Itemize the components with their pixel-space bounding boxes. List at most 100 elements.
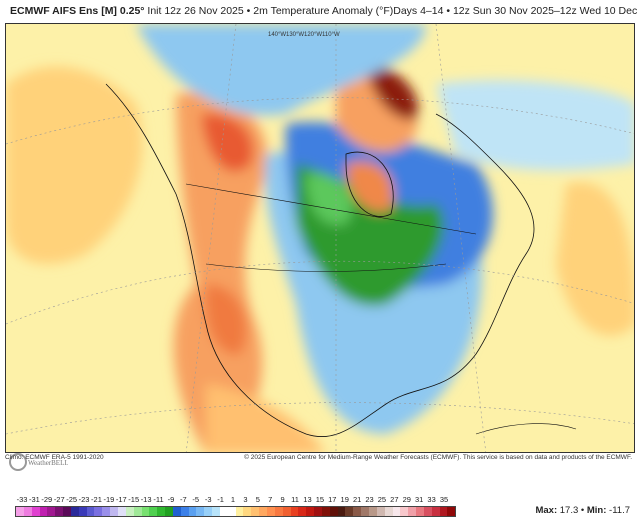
colorbar-tick-label: 1 <box>230 495 236 504</box>
colorbar-swatch <box>416 507 424 516</box>
cool-region-atlantic <box>436 80 634 171</box>
colorbar-swatch <box>368 507 377 516</box>
colorbar-tick-label: -25 <box>66 495 78 504</box>
colorbar-tick-label: -9 <box>167 495 175 504</box>
colorbar-tick-label: -7 <box>180 495 187 504</box>
colorbar-swatch <box>384 507 393 516</box>
meridian-label: 140°W <box>268 32 286 38</box>
graticule <box>6 24 634 452</box>
meridian-label: 120°W <box>304 32 322 38</box>
map-canvas: 140°W 130°W 120°W 110°W <box>6 24 634 452</box>
colorbar-tick-label: -31 <box>28 495 40 504</box>
colorbar-swatch <box>447 507 456 516</box>
colorbar-swatch <box>243 507 252 516</box>
colorbar-tick-label: 9 <box>280 495 285 504</box>
colorbar-swatch <box>125 507 134 516</box>
colorbar-tick-label: 13 <box>303 495 312 504</box>
colorbar-swatch <box>259 507 267 516</box>
colorbar-tick-label: 25 <box>377 495 387 504</box>
colorbar-swatch <box>274 507 283 516</box>
colorbar-tick-label: 31 <box>415 495 424 504</box>
colorbar-swatch <box>337 507 346 516</box>
colorbar-swatch <box>78 507 87 516</box>
svg-text:WeatherBELL: WeatherBELL <box>28 459 68 467</box>
colorbar-swatch <box>63 507 71 516</box>
colorbar-swatch <box>102 507 111 516</box>
min-value: -11.7 <box>609 505 630 516</box>
colorbar-swatch <box>235 507 244 516</box>
colorbar-swatch <box>251 507 260 516</box>
init-time: Init 12z 26 Nov 2025 <box>147 5 244 17</box>
warm-region-mexico <box>206 384 325 452</box>
colorbar-swatch <box>306 507 315 516</box>
colorbar-tick-label: -33 <box>16 495 28 504</box>
cool-region-north <box>136 24 426 116</box>
colorbar-swatch <box>431 507 440 516</box>
variable-name: 2m Temperature Anomaly (°F) <box>253 5 394 17</box>
warm-region-west-pacific <box>6 66 143 264</box>
colorbar-swatch <box>55 507 64 516</box>
colorbar-tick-label: -13 <box>140 495 152 504</box>
climo-note: Climo: ECMWF ERA-5 1991-2020 <box>5 454 104 461</box>
green-region-hudson <box>306 173 353 225</box>
colorbar-tick-label: 15 <box>315 495 325 504</box>
colorbar-labels: -33 -31 -29 -27 -25 -23 -21 -19 -17 -15 -13 -11 -9 -7… <box>12 495 458 505</box>
colorbar-tick-label: -15 <box>128 495 140 504</box>
coastlines-and-borders <box>105 83 577 438</box>
max-value: 17.3 <box>559 505 579 516</box>
colorbar-tick-label: 29 <box>402 495 411 504</box>
colorbar-tick-label: 17 <box>328 495 337 504</box>
temperature-anomaly-map: 140°W 130°W 120°W 110°W <box>5 23 635 453</box>
colorbar-swatch <box>392 507 401 516</box>
colorbar-tick-label: -21 <box>91 495 102 504</box>
colorbar-swatch <box>110 507 118 516</box>
colorbar-swatch <box>290 507 299 516</box>
colorbar-tick-label: -5 <box>192 495 200 504</box>
warm-region-west <box>173 92 268 452</box>
colorbar-swatch <box>376 507 385 516</box>
extreme-warm-baffin <box>366 64 418 120</box>
colorbar-tick-label: 23 <box>365 495 374 504</box>
valid-period: Days 4–14 • 12z Sun 30 Nov 2025–12z Wed … <box>393 5 640 17</box>
colorbar-swatch <box>423 507 432 516</box>
colorbar-tick-label: -29 <box>41 495 53 504</box>
colorbar-tick-label: 11 <box>291 495 299 504</box>
colorbar-tick-label: 3 <box>243 495 248 504</box>
colorbar-swatch <box>282 507 291 516</box>
colorbar <box>15 506 456 517</box>
colorbar-swatch <box>16 507 24 516</box>
colorbar-swatch <box>227 507 236 516</box>
hot-region-southwest <box>205 284 247 355</box>
colorbar-swatch <box>117 507 126 516</box>
colorbar-swatch <box>157 507 166 516</box>
colorbar-tick-label: -11 <box>153 495 164 504</box>
colorbar-swatch <box>180 507 189 516</box>
meridian-label: 110°W <box>322 32 340 38</box>
colorbar-swatch <box>86 507 95 516</box>
colorbar-tick-label: -23 <box>78 495 90 504</box>
colorbar-tick-label: 33 <box>427 495 436 504</box>
max-min-readout: Max: 17.3 • Min: -11.7 <box>535 505 630 516</box>
warm-region-hudson-bay <box>346 161 394 212</box>
colorbar-swatch <box>314 507 322 516</box>
colorbar-swatch <box>321 507 330 516</box>
meridian-label: 130°W <box>286 32 304 38</box>
weatherbell-logo: WeatherBELL <box>8 452 69 477</box>
colorbar-swatch <box>212 507 220 516</box>
colorbar-swatch <box>267 507 275 516</box>
model-title: ECMWF AIFS Ens [M] 0.25° <box>10 5 145 17</box>
colorbar-tick-label: 35 <box>439 495 449 504</box>
colorbar-tick-label: -19 <box>103 495 115 504</box>
colorbar-tick-label: 5 <box>255 495 260 504</box>
colorbar-tick-label: -1 <box>217 495 224 504</box>
colorbar-swatch <box>39 507 48 516</box>
colorbar-swatch <box>165 507 173 516</box>
colorbar-swatch <box>219 507 228 516</box>
colorbar-swatch <box>298 507 307 516</box>
colorbar-swatch <box>439 507 448 516</box>
colorbar-swatch <box>141 507 150 516</box>
colorbar-swatch <box>23 507 32 516</box>
colorbar-swatch <box>70 507 79 516</box>
colorbar-swatch <box>408 507 417 516</box>
colorbar-tick-label: 21 <box>352 495 362 504</box>
